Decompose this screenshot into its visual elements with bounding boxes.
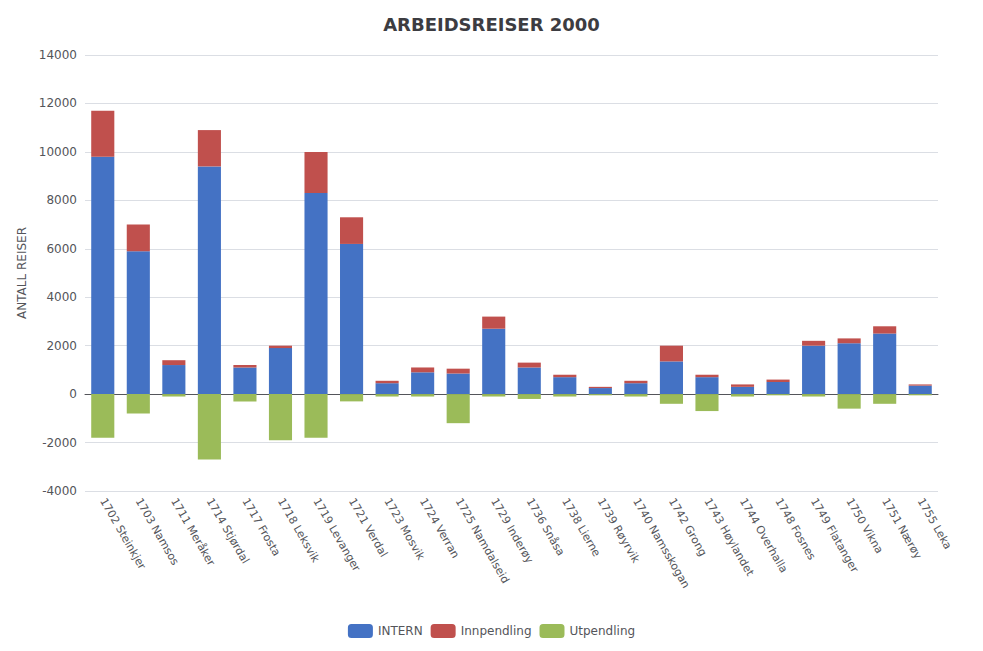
svg-text:-2000: -2000 (42, 436, 77, 450)
svg-text:1740 Namsskogan: 1740 Namsskogan (630, 495, 693, 591)
svg-text:1750 Vikna: 1750 Vikna (844, 496, 886, 556)
svg-text:Innpendling: Innpendling (461, 624, 532, 638)
svg-text:1751 Nærøy: 1751 Nærøy (879, 495, 925, 562)
svg-text:1724 Verran: 1724 Verran (417, 495, 462, 561)
svg-text:ANTALL REISER: ANTALL REISER (15, 227, 29, 319)
svg-text:10000: 10000 (39, 145, 77, 159)
svg-text:ARBEIDSREISER 2000: ARBEIDSREISER 2000 (383, 14, 600, 35)
svg-text:8000: 8000 (46, 193, 77, 207)
svg-text:1711 Meråker: 1711 Meråker (168, 495, 218, 569)
svg-text:Utpendling: Utpendling (570, 624, 636, 638)
svg-text:1718 Leksvik: 1718 Leksvik (274, 495, 323, 565)
svg-text:1738 Lierne: 1738 Lierne (559, 495, 604, 559)
svg-text:1742 Grong: 1742 Grong (666, 496, 710, 559)
svg-text:1725 Namdalseid: 1725 Namdalseid (452, 495, 512, 586)
svg-text:14000: 14000 (39, 48, 77, 62)
svg-text:-4000: -4000 (42, 484, 77, 498)
svg-text:1736 Snåsa: 1736 Snåsa (524, 496, 568, 558)
svg-text:6000: 6000 (46, 242, 77, 256)
svg-text:0: 0 (69, 387, 77, 401)
svg-text:2000: 2000 (46, 339, 77, 353)
svg-text:1702 Steinkjer: 1702 Steinkjer (97, 495, 149, 572)
svg-text:1719 Levanger: 1719 Levanger (310, 495, 363, 574)
svg-text:1729 Inderøy: 1729 Inderøy (488, 495, 536, 566)
svg-text:1721 Verdal: 1721 Verdal (345, 495, 391, 560)
svg-text:1744 Overhalla: 1744 Overhalla (736, 495, 791, 576)
svg-text:1739 Røyrvik: 1739 Røyrvik (594, 495, 643, 566)
svg-text:1749 Flatanger: 1749 Flatanger (808, 495, 862, 575)
svg-text:1755 Leka: 1755 Leka (915, 496, 955, 552)
svg-text:1714 Stjørdal: 1714 Stjørdal (203, 495, 252, 566)
svg-text:4000: 4000 (46, 290, 77, 304)
svg-text:1748 Fosnes: 1748 Fosnes (772, 495, 819, 563)
svg-text:12000: 12000 (39, 96, 77, 110)
svg-text:1743 Høylandet: 1743 Høylandet (701, 495, 757, 579)
svg-text:1703 Namsos: 1703 Namsos (132, 495, 182, 568)
svg-text:1717 Frosta: 1717 Frosta (239, 496, 283, 559)
svg-text:INTERN: INTERN (378, 624, 423, 638)
svg-text:1723 Mosvik: 1723 Mosvik (381, 495, 428, 563)
